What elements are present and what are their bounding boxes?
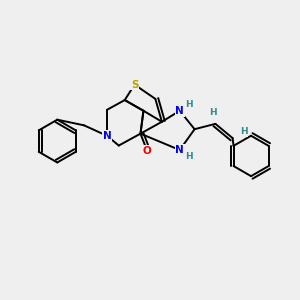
- Text: N: N: [175, 145, 184, 155]
- Text: H: H: [240, 127, 248, 136]
- Text: N: N: [175, 106, 184, 116]
- Text: O: O: [143, 146, 152, 156]
- Text: N: N: [103, 131, 111, 141]
- Text: H: H: [209, 108, 217, 117]
- Text: S: S: [131, 80, 138, 90]
- Text: H: H: [185, 152, 193, 161]
- Text: H: H: [185, 100, 193, 109]
